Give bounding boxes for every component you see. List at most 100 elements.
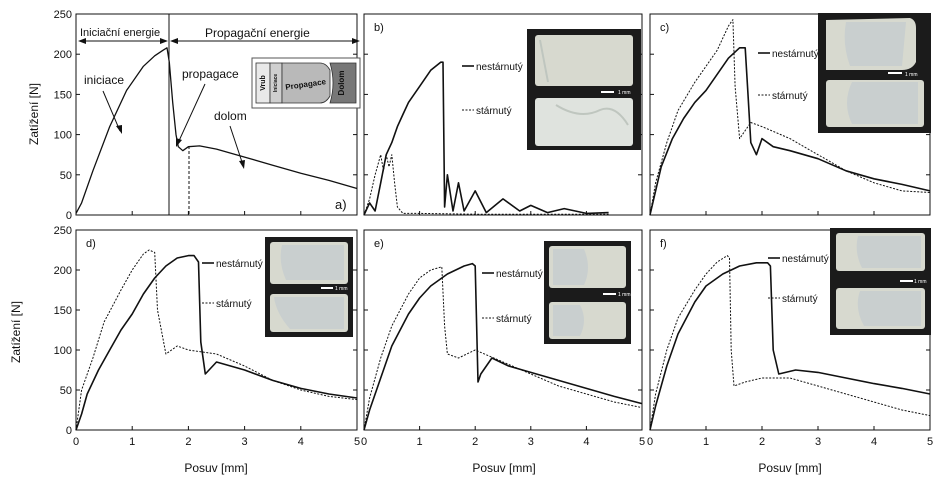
x-axis-title-e: Posuv [mm] <box>472 461 535 475</box>
fracture-label: dolom <box>214 109 247 123</box>
legend-label-unaged-c: nestárnutý <box>772 49 819 60</box>
initiation-pointer <box>102 90 121 132</box>
legend-label-aged-b: stárnutý <box>476 106 512 117</box>
legend-label-aged-e: stárnutý <box>496 314 532 325</box>
legend-label-aged-f: stárnutý <box>782 294 818 305</box>
y-tick-label-d-1: 50 <box>60 385 72 397</box>
panel-e-photos: 1 mm <box>544 241 631 344</box>
panel-c-photos: 1 mm <box>818 13 931 133</box>
initiation-energy-label: Iniciační energie <box>80 27 160 39</box>
x-tick-label-e-2: 2 <box>472 436 478 448</box>
fracture-texture-b <box>539 39 629 126</box>
series-unaged-d <box>75 254 358 431</box>
series-aged-b <box>363 154 609 216</box>
fracture-zones-inset: Vrub Iniciace Propagace Dolom <box>251 57 361 109</box>
panel-a-annotations: Iniciační energie Propagační energie ini… <box>78 14 361 215</box>
plot-frame-d <box>75 229 358 431</box>
fracture-surface-d-top <box>280 245 344 280</box>
y-axis-title-top: Zatížení [N] <box>27 83 41 145</box>
inset-fracture-zone <box>329 62 357 104</box>
y-tick-label-d-2: 100 <box>54 345 72 357</box>
legend-label-aged-d: stárnutý <box>216 299 252 310</box>
plot-frame-e <box>363 229 643 431</box>
y-tick-label-d-5: 250 <box>54 225 72 237</box>
series-aged-e <box>363 266 643 431</box>
initiation-label: iniciace <box>84 73 124 87</box>
initiation-pointer-head <box>116 125 122 134</box>
x-tick-label-f-2: 2 <box>759 436 765 448</box>
panel-b-photos: 1 mm <box>527 29 641 150</box>
plot-frame-b <box>363 13 643 216</box>
propagation-energy-arrowhead-right <box>352 38 360 44</box>
scale-bar-label-f: 1 mm <box>914 279 927 285</box>
legend-label-unaged-f: nestárnutý <box>782 254 829 265</box>
panel-label-d: d) <box>86 238 96 250</box>
propagation-pointer <box>177 83 206 144</box>
x-tick-label-e-0: 0 <box>361 436 367 448</box>
scale-bar-label-c: 1 mm <box>905 72 918 78</box>
legend-label-unaged-b: nestárnutý <box>476 62 523 73</box>
series-aged-c <box>649 19 931 216</box>
x-tick-label-d-5: 5 <box>354 436 360 448</box>
y-tick-label-a-3: 150 <box>54 89 72 101</box>
scale-bar-label-e: 1 mm <box>618 292 631 298</box>
initiation-energy-arrowhead-right <box>160 38 168 44</box>
propagation-pointer-head <box>176 138 182 147</box>
y-tick-label-d-3: 150 <box>54 305 72 317</box>
inset-propagation-zone <box>281 62 331 104</box>
fracture-pointer <box>229 125 244 166</box>
inset-initiation-label: Iniciace <box>273 74 279 93</box>
x-axis-title-f: Posuv [mm] <box>758 461 821 475</box>
y-tick-label-a-1: 50 <box>60 170 72 182</box>
fracture-surface-f-top <box>856 236 921 268</box>
x-tick-label-f-4: 4 <box>871 436 877 448</box>
series-unaged-c <box>649 46 931 216</box>
series-aged-d <box>75 249 358 431</box>
specimen-photo-b-bottom <box>535 98 633 146</box>
panel-label-c: c) <box>660 22 669 34</box>
initiation-energy-arrowhead-left <box>78 38 86 44</box>
series-unaged-e <box>363 262 643 431</box>
y-tick-label-a-4: 200 <box>54 49 72 61</box>
x-tick-label-f-3: 3 <box>815 436 821 448</box>
x-tick-label-d-3: 3 <box>242 436 248 448</box>
scale-bar-label-b: 1 mm <box>618 90 631 96</box>
x-tick-label-d-1: 1 <box>129 436 135 448</box>
propagation-energy-arrowhead-left <box>170 38 178 44</box>
x-tick-label-d-2: 2 <box>185 436 191 448</box>
y-tick-label-a-5: 250 <box>54 9 72 21</box>
inset-notch-label: Vrub <box>260 75 267 91</box>
y-tick-label-d-0: 0 <box>66 425 72 437</box>
panel-f-photos: 1 mm <box>830 228 931 335</box>
x-tick-label-e-3: 3 <box>528 436 534 448</box>
x-tick-label-e-1: 1 <box>417 436 423 448</box>
legend-label-unaged-e: nestárnutý <box>496 269 543 280</box>
specimen-photo-b-top <box>535 35 633 86</box>
y-tick-label-a-2: 100 <box>54 130 72 142</box>
propagation-label: propagace <box>182 67 239 81</box>
series-unaged-b <box>363 61 609 216</box>
panel-d-photos: 1 mm <box>265 237 353 337</box>
y-tick-label-d-4: 200 <box>54 265 72 277</box>
fracture-surface-e-bottom <box>553 305 584 336</box>
fracture-surface-d-bottom <box>274 297 344 329</box>
x-tick-label-e-5: 5 <box>639 436 645 448</box>
propagation-energy-label: Propagační energie <box>205 26 310 40</box>
x-axis-title-d: Posuv [mm] <box>184 461 247 475</box>
fracture-surface-e-top <box>553 249 588 285</box>
panel-label-b: b) <box>374 22 384 34</box>
panel-label-f: f) <box>660 238 667 250</box>
fracture-surface-c-bottom <box>847 82 918 124</box>
panel-label-e: e) <box>374 238 384 250</box>
plot-frame-a <box>75 13 358 216</box>
scale-bar-label-d: 1 mm <box>335 286 348 292</box>
x-tick-label-d-4: 4 <box>298 436 304 448</box>
panel-label-a: a) <box>335 197 347 212</box>
panels-layer: 050100150200250a)b)nestárnutýstárnutýc)n… <box>54 9 933 448</box>
series-aged-f <box>649 255 931 431</box>
series-curve-a <box>75 47 358 214</box>
inset-fracture-label: Dolom <box>337 71 346 96</box>
fracture-surface-c-top <box>844 22 906 66</box>
y-tick-label-a-0: 0 <box>66 210 72 222</box>
